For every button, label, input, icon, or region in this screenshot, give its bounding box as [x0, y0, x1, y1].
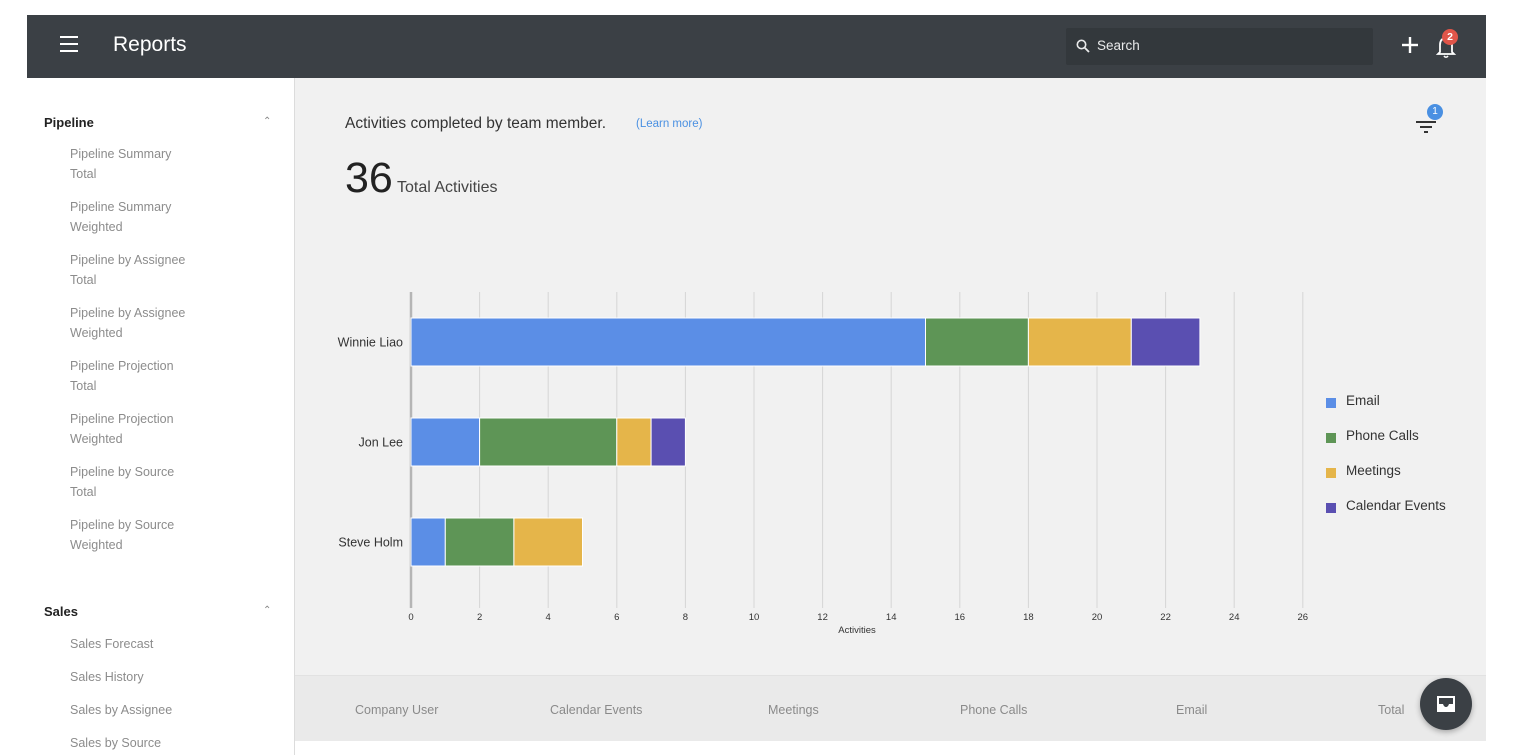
chevron-up-icon[interactable]: ⌃: [263, 116, 272, 127]
category-label: Jon Lee: [359, 436, 404, 450]
sidebar-group-sales[interactable]: Sales: [44, 604, 78, 619]
x-tick-label: 14: [886, 612, 897, 623]
sidebar-item-pipeline-by-source-total[interactable]: Pipeline by Source Total: [70, 465, 175, 499]
column-header-company-user[interactable]: Company User: [355, 703, 439, 717]
x-tick-label: 26: [1298, 612, 1309, 623]
total-activities-value: 36: [345, 154, 393, 202]
bar-segment: [1130, 317, 1201, 367]
column-header-email[interactable]: Email: [1176, 703, 1208, 717]
x-tick-label: 22: [1160, 612, 1171, 623]
sidebar-item-pipeline-by-assignee-total[interactable]: Pipeline by Assignee Total: [70, 253, 186, 287]
legend-label: Meetings: [1346, 463, 1401, 478]
x-tick-label: 8: [683, 612, 688, 623]
bar-segment: [479, 417, 618, 467]
legend-swatch: [1326, 398, 1336, 408]
search-placeholder: Search: [1097, 38, 1140, 53]
sidebar-item-pipeline-projection-weighted[interactable]: Pipeline Projection Weighted: [70, 412, 174, 446]
legend-swatch: [1326, 503, 1336, 513]
legend-label: Phone Calls: [1346, 428, 1419, 443]
legend-label: Calendar Events: [1346, 498, 1446, 513]
sidebar-item-pipeline-summary-total[interactable]: Pipeline Summary Total: [70, 147, 172, 181]
table-header: Company User Calendar Events Meetings Ph…: [295, 675, 1486, 741]
notification-count-badge: 2: [1442, 29, 1458, 45]
x-tick-label: 6: [614, 612, 619, 623]
bar-segment: [1027, 317, 1132, 367]
bar-segment: [616, 417, 652, 467]
sidebar-item-sales-forecast[interactable]: Sales Forecast: [70, 637, 154, 651]
x-tick-label: 4: [546, 612, 551, 623]
table-row: [295, 741, 1486, 755]
sidebar-group-pipeline[interactable]: Pipeline: [44, 115, 94, 130]
legend-swatch: [1326, 468, 1336, 478]
learn-more-link[interactable]: (Learn more): [636, 118, 703, 130]
chevron-up-icon[interactable]: ⌃: [263, 605, 272, 616]
x-tick-label: 12: [817, 612, 828, 623]
sidebar-item-pipeline-by-assignee-weighted[interactable]: Pipeline by Assignee Weighted: [70, 306, 186, 340]
x-tick-label: 10: [749, 612, 760, 623]
bar-segment: [925, 317, 1029, 367]
x-axis-label: Activities: [838, 625, 876, 636]
legend-item: Calendar Events: [1326, 498, 1486, 518]
inbox-icon: [1437, 696, 1455, 712]
x-tick-label: 0: [408, 612, 413, 623]
bar-segment: [410, 317, 926, 367]
sidebar-item-sales-history[interactable]: Sales History: [70, 670, 144, 684]
search-input[interactable]: Search: [1066, 28, 1373, 65]
x-tick-label: 16: [955, 612, 966, 623]
bar-segment: [444, 517, 515, 567]
x-tick-label: 2: [477, 612, 482, 623]
activities-bar-chart: 0 2 4 6 8 10 12 14 16 18 20 22 24 26ActivitiesWinnie …: [338, 292, 1309, 636]
total-activities-label: Total Activities: [397, 179, 498, 196]
sidebar-item-pipeline-summary-weighted[interactable]: Pipeline Summary Weighted: [70, 200, 172, 234]
x-tick-label: 18: [1023, 612, 1034, 623]
sidebar-item-pipeline-projection-total[interactable]: Pipeline Projection Total: [70, 359, 174, 393]
inbox-fab-button[interactable]: [1420, 678, 1472, 730]
column-header-calendar-events[interactable]: Calendar Events: [550, 703, 643, 717]
legend-item: Email: [1326, 393, 1486, 413]
bar-segment: [410, 517, 446, 567]
page-title: Reports: [113, 33, 187, 56]
x-tick-label: 20: [1092, 612, 1103, 623]
add-icon[interactable]: [1399, 34, 1421, 56]
bar-segment: [513, 517, 583, 567]
filter-icon[interactable]: [1413, 116, 1439, 136]
legend-item: Meetings: [1326, 463, 1486, 483]
sidebar-item-sales-by-assignee[interactable]: Sales by Assignee: [70, 703, 173, 717]
bar-segment: [410, 417, 481, 467]
report-headline: Activities completed by team member.: [345, 115, 607, 132]
column-header-phone-calls[interactable]: Phone Calls: [960, 703, 1028, 717]
x-tick-label: 24: [1229, 612, 1240, 623]
bar-segment: [650, 417, 686, 467]
column-header-meetings[interactable]: Meetings: [768, 703, 819, 717]
sidebar-item-pipeline-by-source-weighted[interactable]: Pipeline by Source Weighted: [70, 518, 175, 552]
legend-swatch: [1326, 433, 1336, 443]
legend-label: Email: [1346, 393, 1380, 408]
category-label: Winnie Liao: [338, 336, 403, 350]
category-label: Steve Holm: [338, 536, 403, 550]
sidebar-item-sales-by-source[interactable]: Sales by Source: [70, 736, 162, 750]
filter-count-badge: 1: [1427, 104, 1443, 120]
sidebar: Pipeline ⌃ Pipeline Summary Total Pipelin…: [27, 78, 295, 755]
top-bar: Reports Search 2: [27, 15, 1486, 78]
app-window: Reports Search 2 Pipeline ⌃ Pipeline Sum…: [27, 15, 1486, 755]
column-header-total[interactable]: Total: [1378, 703, 1405, 717]
report-panel: Activities completed by team member. (Le…: [295, 78, 1486, 755]
hamburger-menu-icon[interactable]: [60, 36, 80, 56]
legend-item: Phone Calls: [1326, 428, 1486, 448]
search-icon: [1076, 39, 1090, 53]
